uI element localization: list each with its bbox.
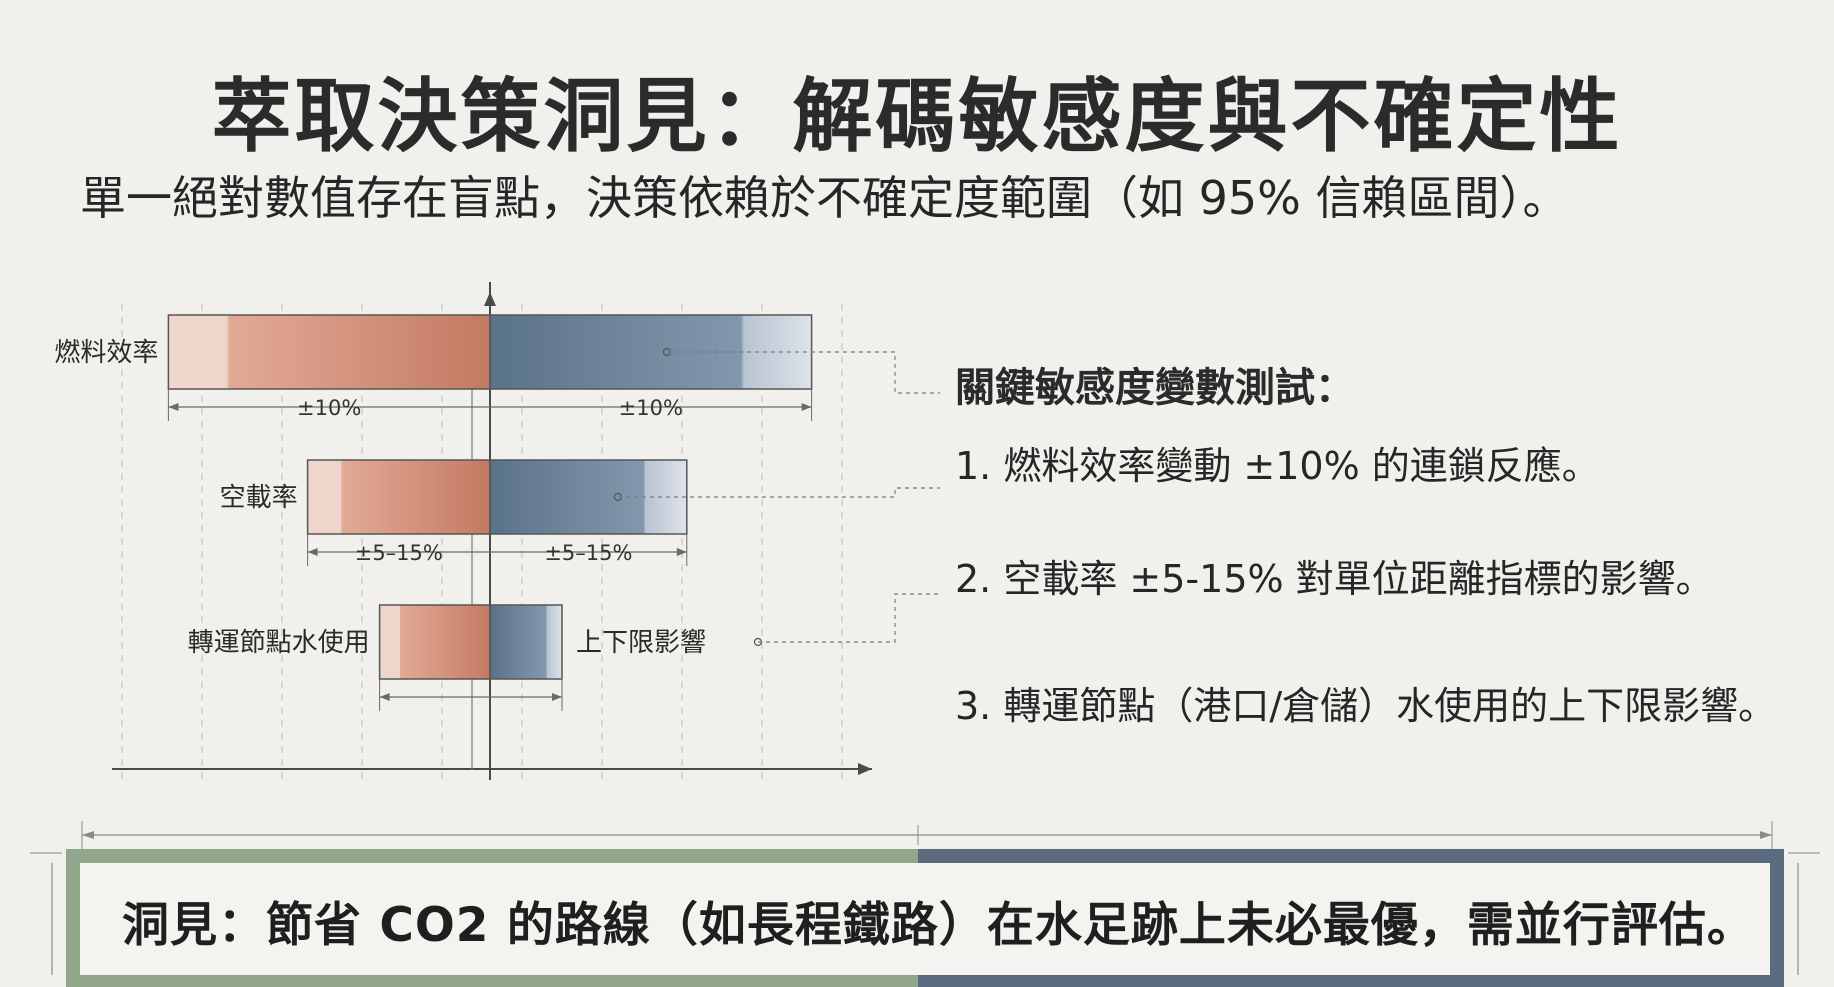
insight-text: 洞見：節省 CO2 的路線（如長程鐵路）在水足跡上未必最優，需並行評估。 [122,898,1755,953]
bar-negative-1 [306,459,491,535]
panel-item-node: 3. 轉運節點（港口/倉儲）水使用的上下限影響。 [955,684,1777,728]
tornado-chart: 燃料效率 ±10% ±10% 空載率 ±5–15% ±5–15% 轉運節點水使用 上下限影響 [54,282,940,782]
leader-line [758,593,940,643]
page-title: 萃取決策洞見：解碼敏感度與不確定性 [211,70,1623,163]
insight-inner [80,863,1770,975]
x-axis-arrow [858,763,872,775]
dim-arrow [379,693,390,701]
insight-dim-arrow [1760,831,1772,839]
range-label-positive: ±5–15% [544,541,632,565]
panel-heading: 關鍵敏感度變數測試： [955,365,1355,411]
dim-arrow [168,403,179,411]
panel-item-fuel: 1. 燃料效率變動 ±10% 的連鎖反應。 [955,444,1600,488]
range-label-negative: ±5–15% [355,541,443,565]
category-label: 轉運節點水使用 [188,628,370,658]
category-label: 燃料效率 [54,338,158,368]
sensitivity-panel: 關鍵敏感度變數測試： 1. 燃料效率變動 ±10% 的連鎖反應。 2. 空載率 … [955,355,1815,728]
insight-frame [30,821,1820,987]
page-subtitle: 單一絕對數值存在盲點，決策依賴於不確定度範圍（如 95% 信賴區間）。 [80,171,1569,225]
range-label-negative: ±10% [297,396,361,420]
dim-arrow [801,403,812,411]
dim-arrow [552,693,562,701]
y-axis-arrow [484,292,496,306]
bar-negative-2 [378,604,491,680]
bar-negative-0 [167,314,491,390]
category-label: 空載率 [220,483,298,513]
dim-arrow [676,548,687,556]
end-label: 上下限影響 [576,628,706,658]
bar-positive-2 [489,604,563,680]
range-label-positive: ±10% [619,396,683,420]
panel-item-load: 2. 空載率 ±5-15% 對單位距離指標的影響。 [955,557,1714,601]
leader-line [666,351,940,394]
dim-arrow [307,548,318,556]
leader-line [617,487,940,498]
insight-dim-arrow [82,831,94,839]
bar-positive-1 [489,459,688,535]
